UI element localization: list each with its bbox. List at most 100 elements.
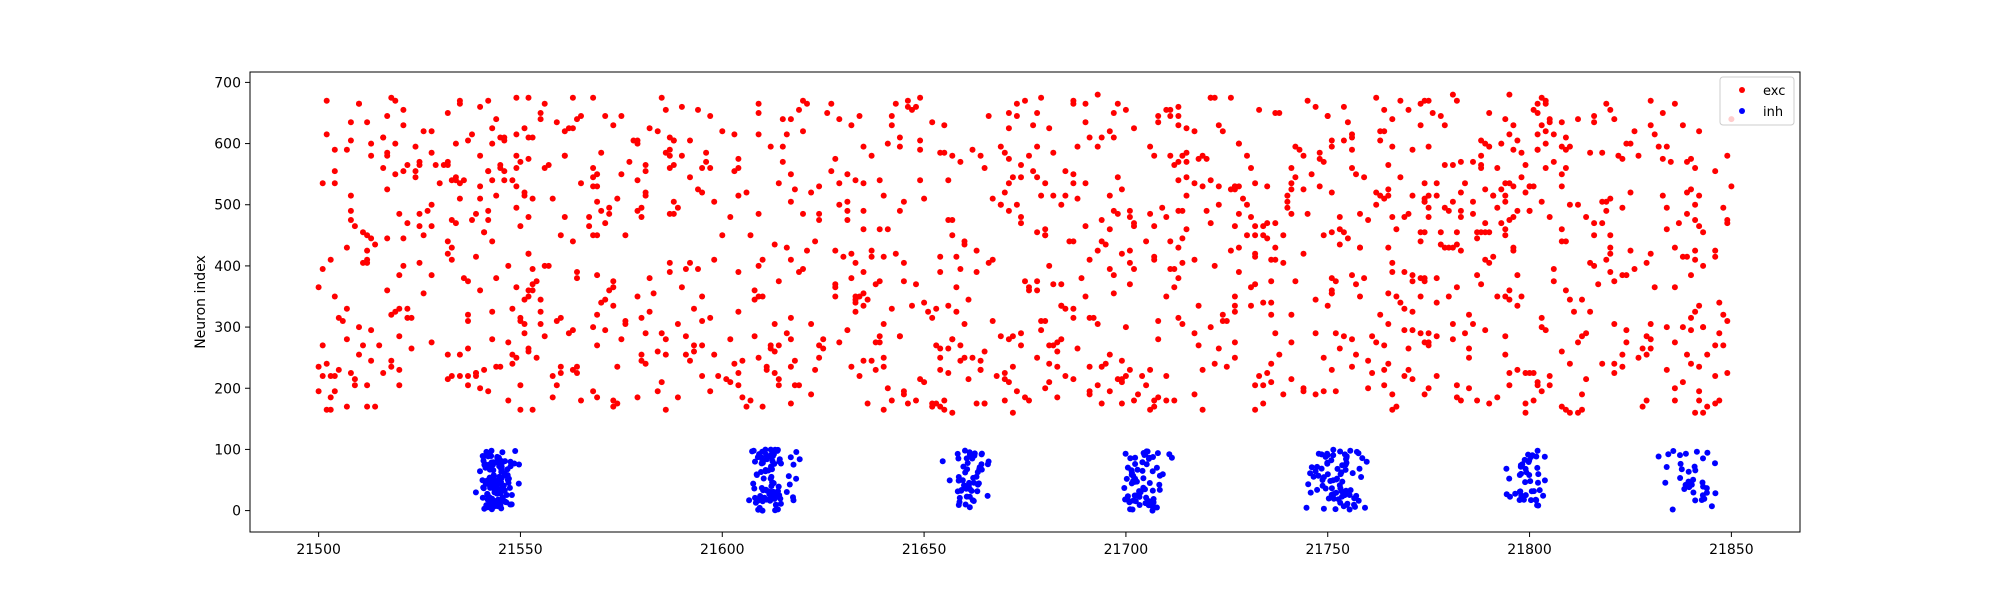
exc-spike-point [796,106,802,113]
exc-spike-point [1098,400,1105,407]
exc-spike-point [997,201,1004,208]
inh-spike-point [472,489,479,496]
exc-spike-point [1038,318,1045,324]
exc-spike-point [372,403,379,410]
exc-spike-point [509,305,516,312]
inh-spike-point [1665,451,1672,458]
inh-spike-point [1518,495,1525,502]
exc-spike-point [1688,327,1694,334]
exc-spike-point [574,363,580,370]
legend: exc inh [1719,76,1795,126]
inh-spike-point [1670,448,1677,454]
exc-spike-point [622,318,629,324]
exc-spike-point [699,165,706,171]
exc-spike-point [949,232,956,239]
exc-spike-point [1195,155,1202,162]
inh-spike-point [746,497,753,504]
exc-spike-point [1086,363,1093,370]
exc-spike-point [315,388,322,395]
exc-spike-point [1231,339,1238,346]
inh-spike-point [1526,472,1533,478]
exc-spike-point [1373,201,1380,208]
exc-spike-point [1304,97,1311,104]
inh-spike-point [969,497,976,504]
exc-spike-point [404,305,411,312]
exc-spike-point [1284,198,1291,205]
exc-spike-point [1522,189,1529,196]
exc-spike-point [957,357,964,364]
inh-spike-point [771,460,778,467]
exc-spike-point [1252,406,1259,413]
exc-spike-point [775,342,782,349]
exc-spike-point [767,143,774,150]
exc-spike-point [884,140,891,147]
exc-spike-point [743,403,750,410]
exc-spike-point [1046,360,1053,367]
exc-spike-point [1433,180,1440,187]
inh-spike-point [967,486,973,493]
exc-spike-point [1466,354,1472,361]
exc-spike-point [614,195,621,202]
exc-spike-point [525,250,532,257]
exc-spike-point [1227,94,1234,101]
exc-spike-point [1114,376,1121,383]
exc-spike-point [884,385,891,392]
y-tick-label: 400 [214,259,241,275]
exc-spike-point [1514,272,1521,279]
exc-spike-point [1417,293,1424,300]
exc-spike-point [860,180,867,187]
exc-spike-point [561,128,568,135]
exc-spike-point [816,210,823,217]
spike-points [315,91,1735,514]
exc-spike-point [388,363,395,370]
exc-spike-point [1078,275,1085,282]
exc-spike-point [1086,134,1093,141]
exc-spike-point [1381,106,1388,113]
exc-spike-point [590,324,597,331]
exc-spike-point [707,388,714,395]
exc-spike-point [1671,244,1678,251]
exc-spike-point [380,134,387,141]
inh-spike-point [1522,479,1529,486]
exc-spike-point [699,342,706,349]
exc-spike-point [1453,382,1460,389]
exc-spike-point [590,165,597,171]
inh-spike-point [1126,499,1133,506]
exc-spike-point [1203,207,1210,214]
exc-spike-point [1018,214,1024,220]
inh-spike-point [1330,491,1337,497]
exc-spike-point [602,220,609,227]
exc-spike-point [1453,97,1460,104]
exc-spike-point [408,314,415,321]
exc-spike-point [1587,308,1594,315]
exc-spike-point [1126,247,1133,254]
exc-spike-point [1268,360,1275,367]
exc-spike-point [1260,400,1267,407]
exc-spike-point [549,373,556,379]
exc-spike-point [360,342,366,349]
exc-spike-point [909,302,915,309]
exc-spike-point [1692,165,1699,171]
exc-spike-point [1207,324,1214,331]
exc-spike-point [1679,324,1686,331]
exc-spike-point [933,342,940,349]
exc-spike-point [529,406,536,413]
exc-spike-point [1062,373,1069,379]
exc-spike-point [1441,162,1448,168]
exc-spike-point [1336,345,1343,352]
exc-spike-point [779,143,786,150]
exc-spike-point [723,376,730,383]
exc-spike-point [1575,201,1581,208]
exc-spike-point [343,336,350,343]
exc-spike-point [1268,311,1275,318]
exc-spike-point [1389,116,1396,123]
inh-spike-point [1319,482,1326,489]
inh-spike-point [1347,447,1354,454]
inh-spike-point [498,464,505,471]
exc-spike-point [1231,308,1238,315]
exc-spike-point [691,342,697,349]
exc-spike-point [872,366,879,373]
exc-spike-point [1252,281,1259,288]
exc-spike-point [1155,336,1162,343]
exc-spike-point [876,177,883,184]
